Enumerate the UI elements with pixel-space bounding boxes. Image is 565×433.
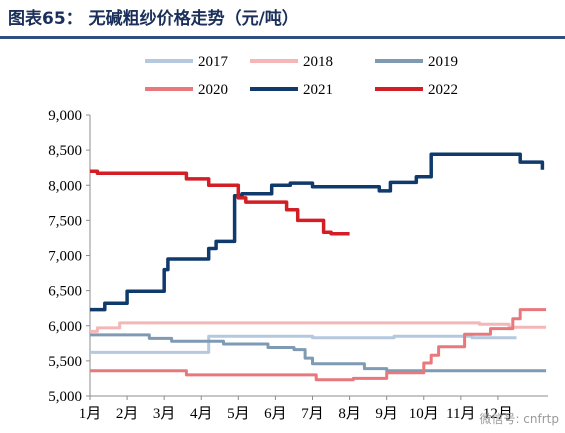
x-tick-label: 3月 [153, 406, 176, 422]
series-layer [90, 152, 547, 382]
series-line-2021 [90, 152, 545, 312]
watermark-text: 微信号: cnfrtp [479, 412, 559, 426]
legend-label-2019: 2019 [428, 54, 458, 70]
x-tick-label: 11月 [446, 406, 475, 422]
legend-label-2017: 2017 [198, 54, 229, 70]
chart-axes: 5,000 5,500 6,000 6,500 7,000 7,500 8,000 8,500… [48, 108, 548, 422]
y-tick-label: 8,500 [48, 143, 82, 159]
x-tick-label: 12月 [483, 406, 513, 422]
x-tick-label: 6月 [264, 406, 287, 422]
x-tick-label: 8月 [338, 406, 361, 422]
y-tick-label: 6,000 [48, 319, 82, 335]
x-tick-label: 9月 [375, 406, 398, 422]
chart-legend: 2017 2018 2019 2020 2021 2022 [145, 54, 458, 98]
y-tick-label: 5,000 [48, 389, 82, 405]
series-line-2019 [90, 333, 547, 373]
y-tick-label: 6,500 [48, 284, 82, 300]
x-tick-label: 10月 [409, 406, 439, 422]
x-tick-label: 5月 [227, 406, 250, 422]
x-tick-label: 1月 [79, 406, 102, 422]
y-tick-label: 5,500 [48, 354, 82, 370]
legend-label-2022: 2022 [428, 82, 458, 98]
series-line-2018 [90, 321, 547, 333]
y-tick-label: 7,500 [48, 213, 82, 229]
legend-label-2018: 2018 [303, 54, 333, 70]
title-underline [0, 36, 565, 39]
x-tick-label: 4月 [190, 406, 213, 422]
figure-title: 图表65： 无碱粗纱价格走势（元/吨） [8, 9, 299, 29]
y-tick-label: 9,000 [48, 108, 82, 124]
series-line-2017 [90, 334, 517, 354]
y-tick-label: 7,000 [48, 249, 82, 265]
x-tick-label: 2月 [116, 406, 139, 422]
series-line-2020 [90, 308, 547, 382]
legend-label-2020: 2020 [198, 82, 228, 98]
legend-label-2021: 2021 [303, 82, 333, 98]
series-line-2022 [90, 169, 350, 236]
y-tick-label: 8,000 [48, 178, 82, 194]
x-tick-label: 7月 [301, 406, 324, 422]
